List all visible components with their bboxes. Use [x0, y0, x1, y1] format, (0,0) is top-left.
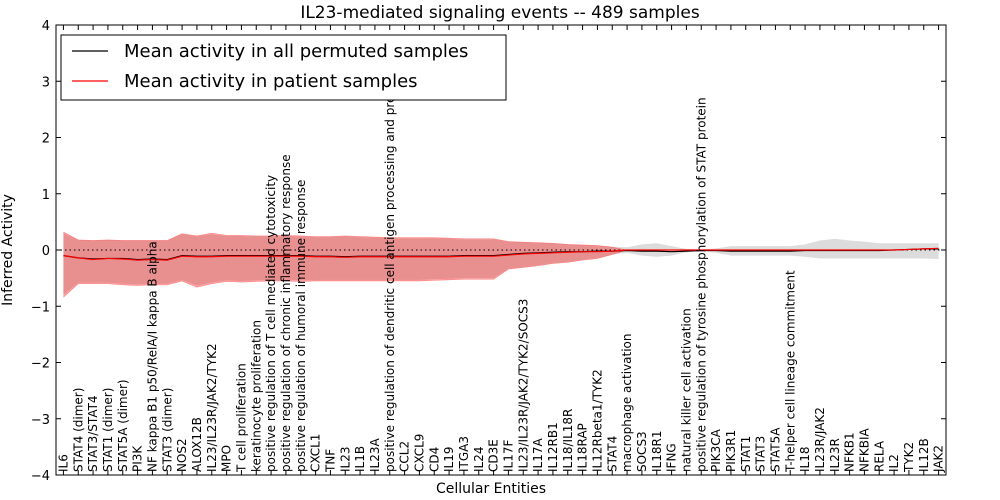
category-label: STAT4 (dimer) [71, 388, 85, 472]
category-label: IL18R1 [650, 431, 664, 472]
y-tick-label: −1 [31, 300, 50, 315]
legend-label-patient: Mean activity in patient samples [124, 71, 418, 92]
y-tick-label: −2 [31, 357, 50, 372]
category-label: NF kappa B1 p50/RelA/I kappa B alpha [145, 241, 159, 472]
category-label: ALOX12B [190, 417, 204, 472]
category-label: IL24 [472, 447, 486, 473]
category-label: CCL2 [398, 441, 412, 472]
category-label: IL23/IL23R/JAK2/TYK2/SOCS3 [516, 299, 530, 472]
legend-box [60, 34, 507, 101]
category-label: RELA [872, 440, 886, 472]
category-label: TNF [323, 449, 337, 473]
category-label: STAT1 [739, 436, 753, 472]
legend-label-permuted: Mean activity in all permuted samples [124, 41, 468, 62]
category-label: JAK2 [932, 445, 946, 473]
category-label: natural killer cell activation [679, 308, 693, 472]
category-label: STAT3 [754, 436, 768, 472]
category-label: IL23A [368, 438, 382, 472]
category-label: PI3K [131, 445, 145, 472]
category-label: IL12RB1 [546, 422, 560, 472]
category-label: IL6 [56, 454, 70, 472]
category-label: STAT3/STAT4 [86, 395, 100, 472]
y-tick-label: 1 [42, 188, 50, 203]
category-label: STAT4 [605, 436, 619, 472]
category-label: macrophage activation [620, 334, 634, 472]
category-label: IL23R/JAK2 [813, 407, 827, 472]
category-labels: IL6 STAT4 (dimer) STAT3/STAT4 STAT1 (dimer)… [56, 39, 945, 473]
category-label: IL18 [798, 447, 812, 473]
category-label: NOS2 [175, 438, 189, 472]
axes: 4 3 2 1 0 −1 −2 −3 −4 [31, 19, 947, 484]
y-tick-label: 4 [42, 19, 50, 34]
category-label: IL1B [353, 446, 367, 472]
legend: Mean activity in all permuted samples Me… [60, 34, 507, 101]
category-label: CXCL9 [412, 434, 426, 472]
category-label: IL18RAP [576, 423, 590, 472]
category-label: positive regulation of tyrosine phosphor… [694, 97, 708, 472]
category-label: IFNG [665, 443, 679, 472]
category-label: STAT1 (dimer) [101, 388, 115, 472]
category-label: IL17F [501, 440, 515, 472]
y-tick-label: 2 [42, 132, 50, 147]
category-label: IL2 [887, 454, 901, 472]
plot-area [56, 231, 946, 298]
band-permuted [63, 233, 939, 295]
category-label: IL12Rbeta1/TYK2 [590, 369, 604, 472]
category-label: SOCS3 [635, 431, 649, 472]
category-label: IL23 [338, 447, 352, 473]
y-axis-label: Inferred Activity [0, 194, 16, 306]
category-label: positive regulation of chronic inflammat… [279, 154, 293, 472]
category-label: positive regulation of dendritic cell an… [383, 39, 397, 472]
x-axis-label: Cellular Entities [436, 481, 546, 497]
category-label: MPO [220, 445, 234, 472]
category-label: TYK2 [902, 442, 916, 473]
category-label: NFKB1 [843, 432, 857, 472]
category-label: CXCL1 [309, 434, 323, 472]
category-label: IL18/IL18R [561, 409, 575, 472]
category-label: T-helper cell lineage commitment [783, 270, 797, 473]
category-label: positive regulation of T cell mediated c… [264, 175, 278, 472]
chart-title: IL23-mediated signaling events -- 489 sa… [300, 3, 700, 23]
category-label: STAT5A (dimer) [116, 379, 130, 472]
y-tick-label: −3 [31, 413, 50, 428]
category-label: STAT5A [768, 427, 782, 472]
category-label: T cell proliferation [234, 363, 248, 473]
y-tick-label: 3 [42, 75, 50, 90]
category-label: CD4 [427, 447, 441, 472]
category-label: IL23/IL23R/JAK2/TYK2 [205, 343, 219, 472]
category-label: PIK3CA [709, 428, 723, 472]
category-label: STAT3 (dimer) [160, 388, 174, 472]
category-label: CD3E [487, 439, 501, 472]
category-label: IL19 [442, 447, 456, 473]
line-patient-mean [63, 247, 939, 261]
category-label: NFKBIA [857, 427, 871, 472]
y-tick-label: 0 [42, 244, 50, 259]
category-label: keratinocyte proliferation [249, 320, 263, 472]
category-label: IL12B [917, 438, 931, 472]
category-label: IL23R [828, 438, 842, 472]
category-label: PIK3R1 [724, 430, 738, 472]
category-label: ITGA3 [457, 436, 471, 472]
category-label: IL17A [531, 438, 545, 472]
category-label: positive regulation of humoral immune re… [294, 180, 308, 472]
y-tick-label: −4 [31, 469, 50, 484]
